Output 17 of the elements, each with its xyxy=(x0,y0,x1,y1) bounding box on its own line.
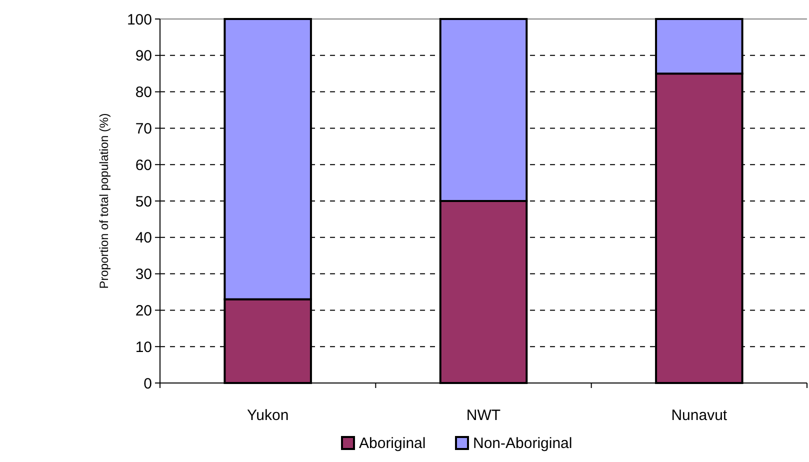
legend-label: Non-Aboriginal xyxy=(473,435,572,452)
x-tick-label: NWT xyxy=(466,407,501,424)
x-tick-label: Yukon xyxy=(246,407,289,424)
y-tick-label: 0 xyxy=(144,375,152,392)
legend-label: Aboriginal xyxy=(359,435,426,452)
y-tick-label: 10 xyxy=(135,338,152,356)
y-tick-label: 100 xyxy=(126,11,152,28)
y-tick-label: 60 xyxy=(135,156,152,174)
y-tick-label: 30 xyxy=(135,266,152,284)
y-tick-label: 50 xyxy=(135,193,152,210)
y-tick-label: 70 xyxy=(135,120,152,138)
y-tick-label: 90 xyxy=(135,48,152,65)
y-tick-label: 80 xyxy=(135,84,152,102)
y-tick-label: 40 xyxy=(135,230,152,247)
x-tick-label: Nunavut xyxy=(671,407,728,424)
y-tick-label: 20 xyxy=(135,302,152,320)
y-axis-title: Proportion of total population (%) xyxy=(97,113,111,289)
